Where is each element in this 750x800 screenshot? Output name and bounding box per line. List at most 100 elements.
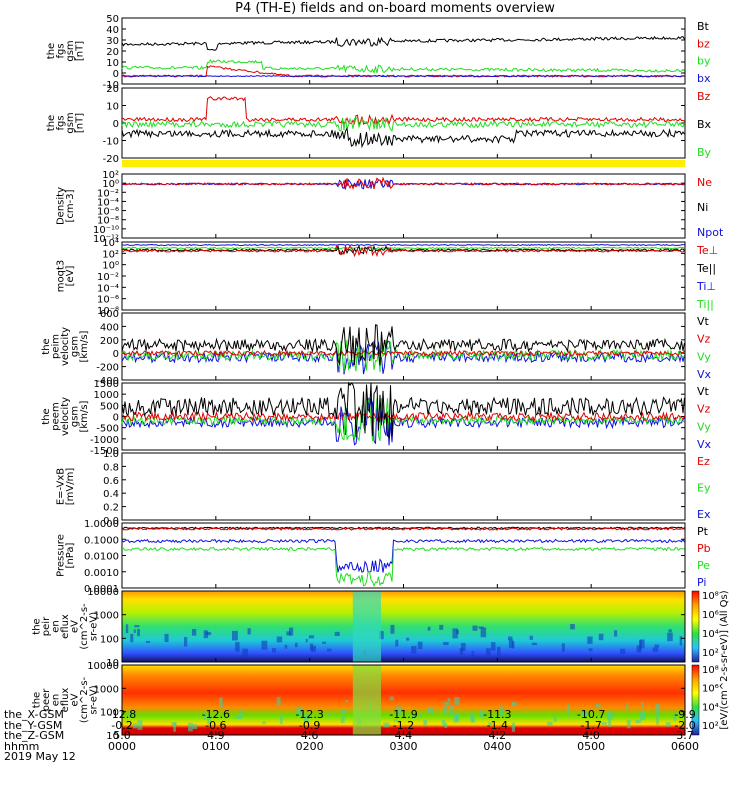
spectrogram-speckle (601, 722, 607, 725)
spectrogram-speckle (192, 724, 198, 730)
series-te-perp (121, 244, 685, 258)
legend-pe: Pe (697, 559, 710, 572)
x-axis-value-x: -12.3 (295, 708, 324, 721)
y-tick-label: 10000 (87, 587, 119, 598)
spectrogram-speckle (626, 719, 631, 729)
colorbar-tick-label: 10² (702, 721, 719, 732)
colorbar (691, 590, 700, 663)
legend-npot: Npot (697, 226, 724, 239)
spectrogram-speckle (561, 643, 565, 652)
spectrogram-speckle (529, 635, 533, 640)
y-tick-label: 40 (106, 25, 119, 36)
legend-bx: Bx (697, 118, 712, 131)
y-tick-label: 10⁻⁸ (97, 306, 119, 317)
spectrogram-speckle (203, 712, 207, 720)
y-tick-label: 10 (106, 731, 119, 742)
x-axis-value-x: -10.7 (576, 708, 606, 721)
spectrogram-speckle (456, 629, 459, 635)
spectrogram-speckle (447, 698, 451, 702)
x-axis-column: -11.3 -1.4 4.2 0400 (472, 708, 522, 752)
x-axis-value-x: -11.3 (483, 708, 512, 721)
y-tick-label: 10² (102, 170, 119, 181)
spectrogram-speckle (444, 702, 447, 705)
spectrogram-speckle (478, 626, 484, 629)
spectrogram-speckle (188, 722, 193, 732)
spectrogram-speckle (334, 631, 340, 637)
y-tick-label: 1.0 (103, 449, 119, 460)
y-axis-label: en (51, 694, 62, 707)
spectrogram-speckle (443, 706, 447, 715)
spectrogram-speckle (137, 628, 140, 637)
spectrogram-speckle (626, 702, 629, 710)
x-axis-value-t: 0000 (108, 739, 136, 753)
spectrogram-speckle (452, 628, 458, 639)
spectrogram-speckle (486, 648, 491, 656)
y-tick-label: 10 (106, 58, 119, 69)
spectrogram-speckle (294, 642, 298, 648)
spectrogram-speckle (614, 630, 618, 637)
spectrogram-speckle (668, 629, 672, 633)
y-axis-label: peir (41, 616, 52, 636)
spectrogram-speckle (309, 643, 313, 651)
spectrogram-speckle (499, 706, 504, 716)
y-axis-label: sr-eV) (89, 612, 100, 641)
y-axis-label: [nPa] (65, 542, 76, 568)
spectrogram-speckle (439, 624, 444, 630)
y-axis-label: eflux (60, 614, 71, 639)
y-tick-label: 1.0000 (84, 519, 119, 530)
x-axis-value-t: 0100 (201, 739, 230, 753)
y-tick-label: 100 (100, 634, 119, 645)
y-tick-label: -20 (103, 154, 119, 165)
y-axis-label: en (51, 620, 62, 633)
spectrogram-speckle (445, 702, 450, 706)
spectrogram-speckle (639, 711, 646, 721)
y-axis-label: the (32, 692, 43, 708)
spectrogram-speckle (638, 640, 642, 651)
spectrogram-speckle (459, 648, 464, 655)
spectrogram-speckle (441, 720, 446, 727)
x-axis-value-t: 0200 (295, 739, 324, 753)
spectrogram-speckle (635, 719, 642, 724)
y-axis-label: [eV] (65, 266, 76, 287)
x-axis-value-y: -1.2 (392, 718, 415, 732)
x-axis-column: -12.3 -0.9 4.6 0200 (285, 708, 335, 753)
spectrogram-speckle (511, 722, 516, 732)
spectrogram-speckle (453, 714, 459, 723)
y-axis-label: Density (55, 187, 66, 225)
spectrogram-speckle (191, 628, 197, 636)
spectrogram-speckle (411, 713, 417, 719)
series-pb (121, 527, 685, 531)
legend-by: by (697, 55, 711, 68)
y-tick-label: -10 (103, 80, 119, 91)
peer-spectrogram (122, 665, 685, 735)
y-tick-label: 200 (100, 336, 119, 347)
x-axis-value-x: -9.9 (674, 708, 696, 721)
spectrogram-speckle (587, 636, 593, 644)
y-tick-label: -500 (96, 424, 119, 435)
y-tick-label: 0.0 (103, 516, 119, 527)
spectrogram-speckle (566, 704, 570, 713)
y-tick-label: 10⁴ (102, 238, 119, 249)
y-axis-label: velocity (60, 397, 71, 436)
x-axis-column: -10.7 -1.7 4.0 0500 (566, 708, 616, 752)
spectrogram-speckle (311, 645, 317, 652)
spectrogram-speckle (608, 719, 612, 728)
spectrogram-speckle (304, 714, 310, 723)
spectrogram-speckle (419, 713, 422, 718)
y-tick-label: 50 (106, 14, 119, 25)
y-tick-label: 10⁻⁶ (97, 295, 119, 306)
y-tick-label: 600 (100, 309, 119, 320)
spectrogram-speckle (512, 641, 515, 649)
y-axis-label: gsm (70, 336, 81, 357)
spectrogram-speckle (379, 631, 384, 640)
y-axis-label: velocity (60, 327, 71, 366)
spectrogram-speckle (606, 711, 613, 720)
spectrogram-speckle (553, 716, 557, 723)
y-tick-label: 0.8 (103, 462, 119, 473)
efield-frame (121, 452, 686, 521)
spectrogram-speckle (652, 647, 659, 652)
spectrogram-speckle (280, 714, 283, 725)
spectrogram-speckle (242, 648, 249, 658)
series-bz (121, 96, 685, 126)
